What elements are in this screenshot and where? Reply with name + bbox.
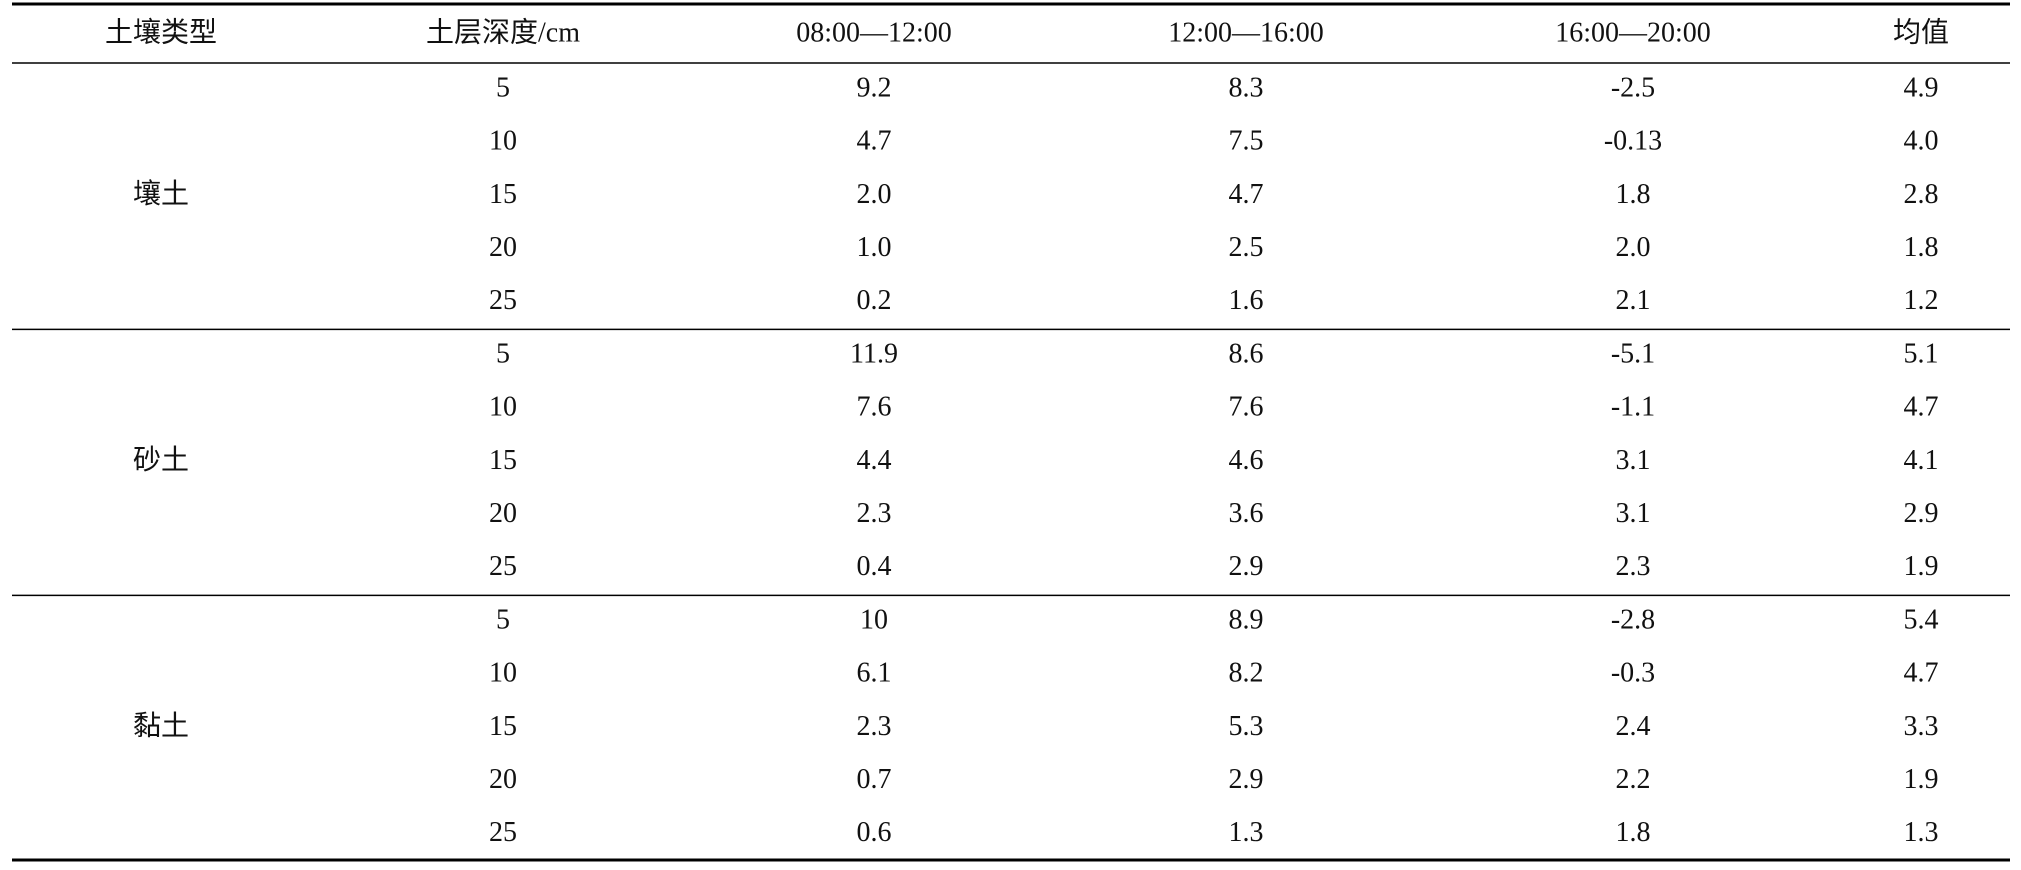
cell: 2.3 [857, 711, 892, 742]
cell: 10 [489, 658, 517, 689]
cell: 4.6 [1229, 445, 1264, 476]
cell: 4.4 [857, 445, 892, 476]
cell: 2.9 [1904, 498, 1939, 529]
cell: 2.8 [1904, 179, 1939, 210]
header-cell: 16:00—20:00 [1555, 17, 1711, 48]
cell: 4.7 [857, 126, 892, 157]
cell: 3.6 [1229, 498, 1264, 529]
cell: 15 [489, 445, 517, 476]
cell: 2.9 [1229, 764, 1264, 795]
cell: 5 [496, 604, 510, 635]
cell: 6.1 [857, 658, 892, 689]
cell: 1.3 [1229, 817, 1264, 848]
cell: -5.1 [1611, 338, 1655, 369]
cell: -1.1 [1611, 392, 1655, 423]
cell: 2.9 [1229, 551, 1264, 582]
cell: 1.8 [1904, 232, 1939, 263]
cell: 15 [489, 179, 517, 210]
cell: 10 [489, 126, 517, 157]
cell: 5 [496, 338, 510, 369]
header-cell: 12:00—16:00 [1168, 17, 1324, 48]
cell: 2.5 [1229, 232, 1264, 263]
cell: 20 [489, 232, 517, 263]
cell: 3.3 [1904, 711, 1939, 742]
cell: 2.4 [1616, 711, 1651, 742]
cell: 20 [489, 764, 517, 795]
header-cell: 08:00—12:00 [796, 17, 952, 48]
cell: 1.8 [1616, 817, 1651, 848]
cell: 25 [489, 817, 517, 848]
cell: 4.0 [1904, 126, 1939, 157]
cell: 7.6 [1229, 392, 1264, 423]
cell: 5.3 [1229, 711, 1264, 742]
cell: 2.1 [1616, 285, 1651, 316]
cell: 10 [489, 392, 517, 423]
cell: -0.3 [1611, 658, 1655, 689]
cell: 9.2 [857, 72, 892, 103]
cell: 25 [489, 285, 517, 316]
header-cell: 土层深度/cm [426, 16, 580, 48]
cell: 2.0 [857, 179, 892, 210]
cell: 1.6 [1229, 285, 1264, 316]
cell: 5 [496, 72, 510, 103]
cell: 2.3 [1616, 551, 1651, 582]
cell: -2.8 [1611, 604, 1655, 635]
cell: 7.5 [1229, 126, 1264, 157]
cell: 1.2 [1904, 285, 1939, 316]
cell: 4.7 [1229, 179, 1264, 210]
cell: 1.8 [1616, 179, 1651, 210]
header-cell: 均值 [1893, 16, 1949, 48]
soil-type: 黏土 [133, 710, 189, 742]
cell: 1.0 [857, 232, 892, 263]
cell: 11.9 [850, 338, 898, 369]
cell: -2.5 [1611, 72, 1655, 103]
cell: 1.9 [1904, 764, 1939, 795]
cell: 2.3 [857, 498, 892, 529]
header-cell: 土壤类型 [105, 16, 217, 48]
cell: 0.6 [857, 817, 892, 848]
soil-type: 砂土 [133, 444, 189, 476]
cell: 4.1 [1904, 445, 1939, 476]
cell: 4.9 [1904, 72, 1939, 103]
cell: 5.1 [1904, 338, 1939, 369]
cell: 8.6 [1229, 338, 1264, 369]
cell: 8.3 [1229, 72, 1264, 103]
cell: 1.9 [1904, 551, 1939, 582]
cell: 8.2 [1229, 658, 1264, 689]
cell: 1.3 [1904, 817, 1939, 848]
cell: 0.4 [857, 551, 892, 582]
cell: 10 [860, 604, 888, 635]
soil-type: 壤土 [133, 178, 189, 210]
cell: 7.6 [857, 392, 892, 423]
cell: 15 [489, 711, 517, 742]
cell: 25 [489, 551, 517, 582]
cell: -0.13 [1604, 126, 1662, 157]
cell: 3.1 [1616, 445, 1651, 476]
cell: 20 [489, 498, 517, 529]
cell: 3.1 [1616, 498, 1651, 529]
cell: 2.2 [1616, 764, 1651, 795]
cell: 0.2 [857, 285, 892, 316]
cell: 4.7 [1904, 658, 1939, 689]
cell: 4.7 [1904, 392, 1939, 423]
cell: 5.4 [1904, 604, 1939, 635]
cell: 8.9 [1229, 604, 1264, 635]
cell: 2.0 [1616, 232, 1651, 263]
cell: 0.7 [857, 764, 892, 795]
